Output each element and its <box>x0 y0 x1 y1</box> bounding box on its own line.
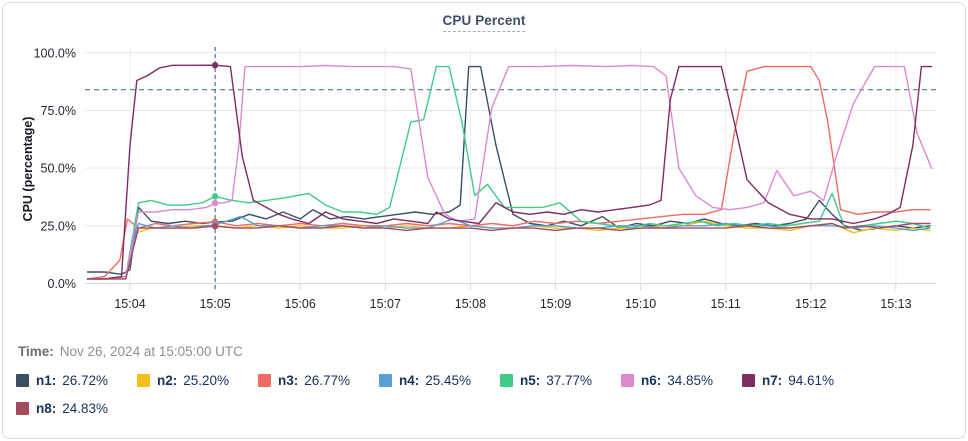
crosshair-marker-n8 <box>211 223 219 230</box>
legend-swatch <box>258 373 271 387</box>
x-tick-label: 15:11 <box>711 297 741 311</box>
chart-title[interactable]: CPU Percent <box>0 12 968 32</box>
y-tick-label: 75.0% <box>41 104 76 118</box>
legend-series-name: n3: <box>278 372 299 388</box>
legend-series-value: 37.77% <box>546 372 593 388</box>
legend-item-n3[interactable]: n3: 26.77% <box>258 371 379 389</box>
legend-item-n7[interactable]: n7: 94.61% <box>742 371 863 389</box>
x-tick-label: 15:08 <box>455 297 486 311</box>
x-tick-label: 15:13 <box>880 297 911 311</box>
legend-swatch <box>742 373 755 387</box>
time-label: Time: <box>18 344 54 359</box>
legend-series-name: n2: <box>157 372 178 388</box>
series-line-n5[interactable] <box>86 65 931 280</box>
legend-series-value: 24.83% <box>62 400 109 416</box>
series-line-n2[interactable] <box>86 220 931 280</box>
x-tick-label: 15:06 <box>285 297 316 311</box>
legend-swatch <box>137 373 150 387</box>
y-axis-title: CPU (percentage) <box>21 117 35 222</box>
series-line-n7[interactable] <box>86 64 933 280</box>
cpu-percent-chart[interactable]: 100.0% 75.0% 50.0% 25.0% 0.0% 15:04 15:05 15:06… <box>0 0 968 318</box>
series-line-n3[interactable] <box>86 65 931 280</box>
x-tick-label: 15:04 <box>114 297 145 311</box>
legend-series-value: 26.77% <box>304 372 351 388</box>
legend-item-n5[interactable]: n5: 37.77% <box>500 371 621 389</box>
x-tick-label: 15:10 <box>625 297 656 311</box>
x-tick-label: 15:07 <box>370 297 401 311</box>
legend-series-name: n8: <box>36 400 57 416</box>
legend-series-name: n7: <box>762 372 783 388</box>
legend-item-n8[interactable]: n8: 24.83% <box>16 399 137 417</box>
legend-series-name: n4: <box>399 372 420 388</box>
legend-swatch <box>16 373 29 387</box>
x-tick-label: 15:09 <box>540 297 571 311</box>
y-tick-label: 25.0% <box>41 219 76 233</box>
legend-item-n4[interactable]: n4: 25.45% <box>379 371 500 389</box>
legend-item-n1[interactable]: n1: 26.72% <box>16 371 137 389</box>
legend-swatch <box>16 401 29 415</box>
legend-swatch <box>621 373 634 387</box>
legend-series-value: 94.61% <box>788 372 835 388</box>
legend-swatch <box>379 373 392 387</box>
legend-swatch <box>500 373 513 387</box>
series-line-n8[interactable] <box>86 222 931 280</box>
legend-series-value: 25.45% <box>425 372 472 388</box>
chart-legend: n1: 26.72% n2: 25.20% n3: 26.77% n4: 25.45% n5: 3… <box>16 371 958 417</box>
crosshair-marker-n5 <box>211 193 219 200</box>
legend-series-value: 25.20% <box>183 372 230 388</box>
legend-item-n6[interactable]: n6: 34.85% <box>621 371 742 389</box>
series-line-n1[interactable] <box>86 65 931 275</box>
y-tick-label: 100.0% <box>34 46 76 60</box>
legend-series-value: 34.85% <box>667 372 714 388</box>
y-tick-label: 50.0% <box>41 162 76 176</box>
series-line-n6[interactable] <box>86 64 933 280</box>
x-tick-label: 15:05 <box>199 297 230 311</box>
crosshair-marker-n6 <box>211 199 219 207</box>
chart-title-text[interactable]: CPU Percent <box>442 13 526 32</box>
legend-series-name: n1: <box>36 372 57 388</box>
legend-item-n2[interactable]: n2: 25.20% <box>137 371 258 389</box>
legend-series-name: n6: <box>641 372 662 388</box>
y-tick-label: 0.0% <box>48 277 77 291</box>
time-value: Nov 26, 2024 at 15:05:00 UTC <box>59 344 243 359</box>
legend-series-name: n5: <box>520 372 541 388</box>
x-tick-label: 15:12 <box>795 297 826 311</box>
crosshair-marker-n7 <box>211 62 219 69</box>
legend-series-value: 26.72% <box>62 372 109 388</box>
time-row: Time: Nov 26, 2024 at 15:05:00 UTC <box>18 344 243 359</box>
